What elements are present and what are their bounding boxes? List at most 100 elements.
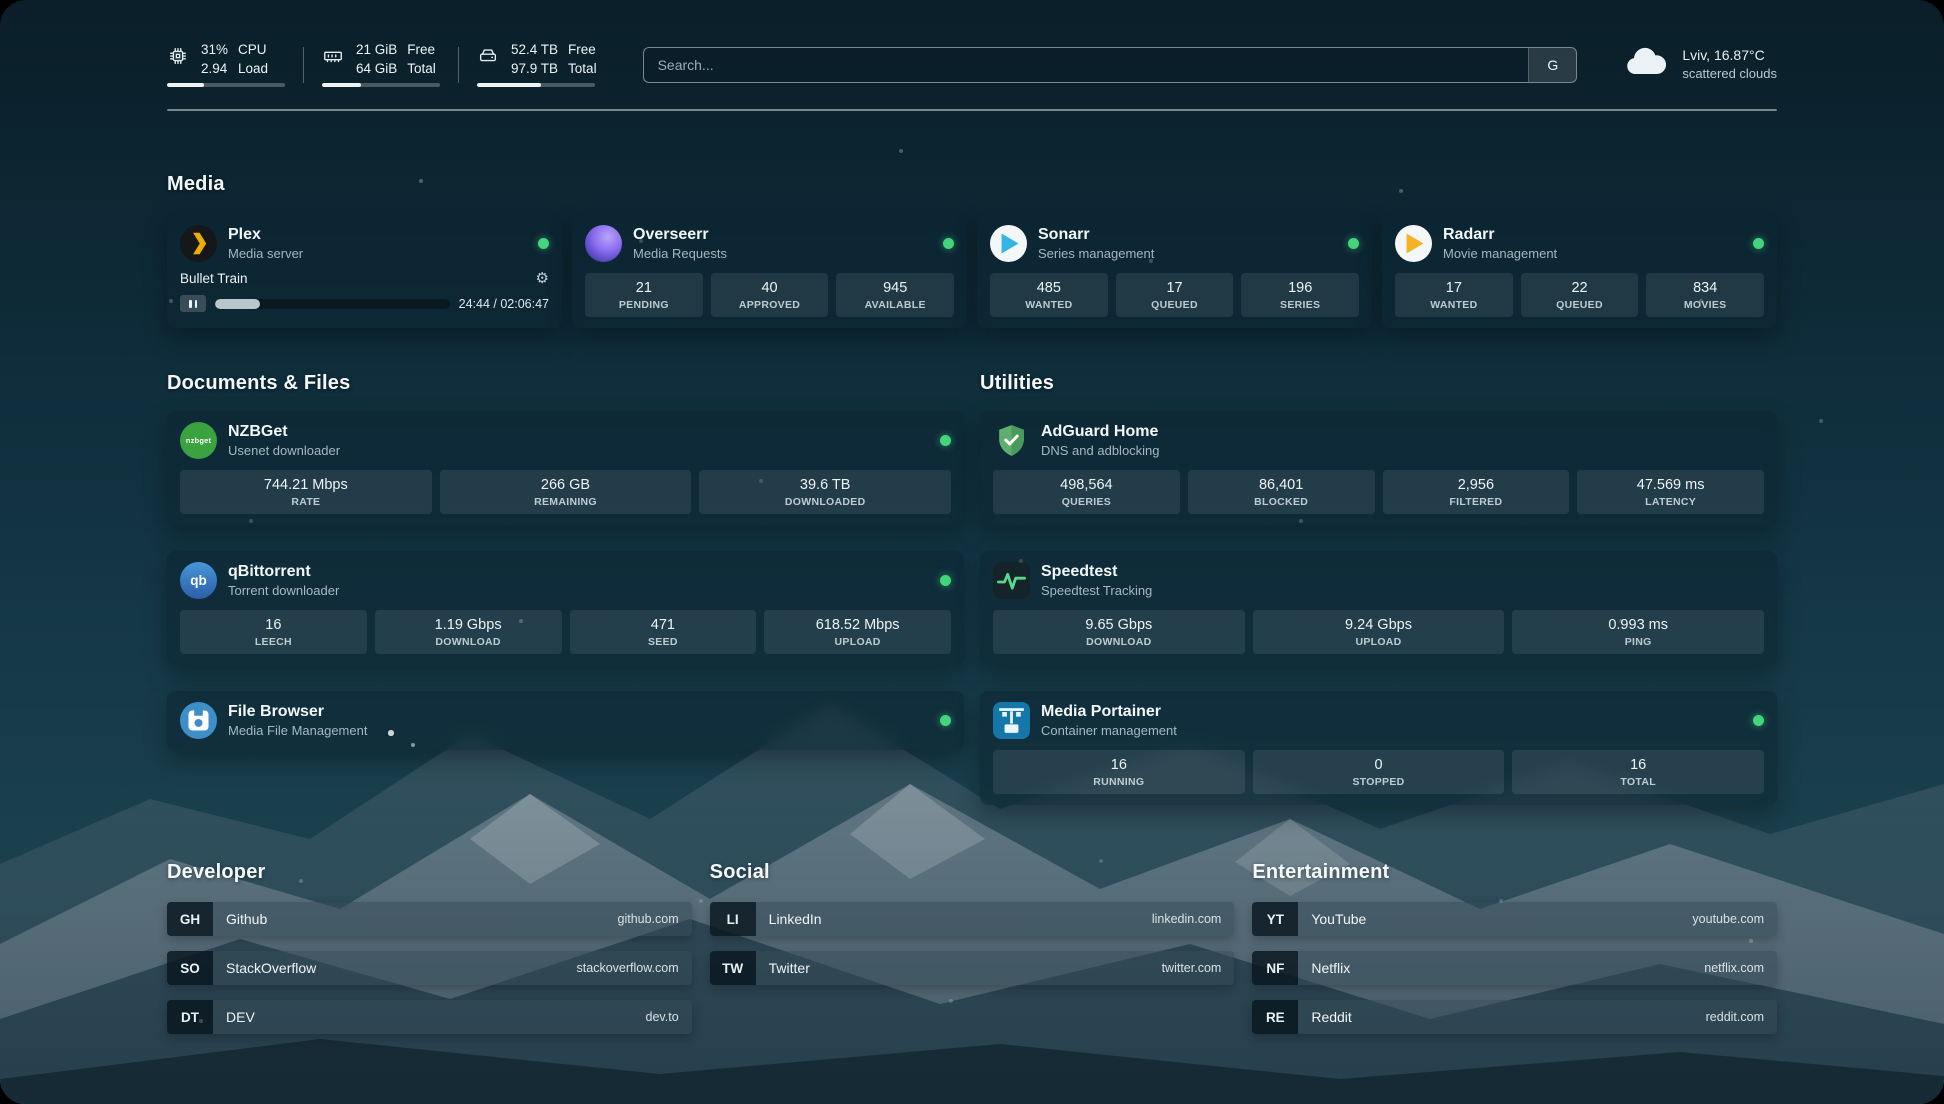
link-stackoverflow[interactable]: SO StackOverflow stackoverflow.com	[167, 951, 692, 986]
adguard-header[interactable]: AdGuard Home DNS and adblocking	[993, 422, 1764, 459]
memory-values: 21 GiB 64 GiB	[356, 42, 397, 77]
link-name: DEV	[226, 1009, 255, 1026]
disk-metric: 52.4 TB 97.9 TB Free Total	[477, 42, 597, 88]
stat-box: 1.19 Gbps DOWNLOAD	[374, 610, 562, 655]
link-url: netflix.com	[1704, 961, 1764, 976]
link-url: github.com	[617, 912, 679, 927]
stat-box: 945 AVAILABLE	[836, 273, 955, 318]
now-playing-title: Bullet Train	[180, 271, 248, 287]
qbittorrent-header[interactable]: qb qBittorrent Torrent downloader	[180, 562, 951, 600]
nzbget-card: nzbget NZBGet Usenet downloader 744.21 M…	[167, 411, 964, 526]
cpu-progress-bar	[167, 83, 285, 88]
status-dot	[940, 575, 951, 587]
link-twitter[interactable]: TW Twitter twitter.com	[709, 951, 1235, 986]
stat-box: 485 WANTED	[990, 273, 1108, 318]
weather-widget: Lviv, 16.87°C scattered clouds	[1623, 46, 1777, 83]
status-dot	[1348, 238, 1359, 250]
media-grid: Plex Media server Bullet Train ⚙ 24:44 /…	[167, 214, 1777, 329]
stat-box: 16 TOTAL	[1512, 750, 1765, 795]
search-provider-button[interactable]: G	[1528, 47, 1577, 82]
memory-icon	[322, 42, 346, 77]
disk-total: 97.9 TB	[511, 61, 559, 77]
link-url: stackoverflow.com	[576, 961, 679, 976]
stat-box: 2,956 FILTERED	[1382, 470, 1570, 515]
link-reddit[interactable]: RE Reddit reddit.com	[1252, 1000, 1777, 1035]
entertainment-links-column: Entertainment YT YouTube youtube.com NF …	[1252, 861, 1777, 1035]
link-name: Netflix	[1311, 960, 1351, 977]
stat-box: 40 APPROVED	[710, 273, 829, 318]
speedtest-header[interactable]: Speedtest Speedtest Tracking	[993, 562, 1764, 600]
developer-links-column: Developer GH Github github.com SO StackO…	[167, 861, 692, 1035]
radarr-header[interactable]: Radarr Movie management	[1395, 225, 1764, 263]
gear-icon[interactable]: ⚙	[535, 270, 549, 288]
stat-box: 618.52 Mbps UPLOAD	[764, 610, 951, 655]
adguard-shield-icon	[993, 422, 1030, 459]
app-name: Speedtest	[1041, 563, 1118, 581]
sonarr-header[interactable]: Sonarr Series management	[990, 225, 1359, 263]
link-abbr: YT	[1252, 902, 1299, 937]
section-title-media: Media	[167, 173, 225, 196]
playback-progress-bar[interactable]	[215, 298, 450, 309]
section-title-developer: Developer	[167, 861, 266, 884]
app-subtitle: Movie management	[1443, 246, 1558, 262]
link-url: linkedin.com	[1151, 912, 1222, 927]
app-name: NZBGet	[228, 423, 288, 441]
stat-box: 17 WANTED	[1395, 273, 1513, 318]
link-body: Github github.com	[213, 902, 692, 937]
portainer-icon	[993, 702, 1030, 740]
nzbget-header[interactable]: nzbget NZBGet Usenet downloader	[180, 422, 951, 460]
stat-box: 0 STOPPED	[1252, 750, 1505, 795]
link-abbr: NF	[1252, 951, 1299, 986]
topbar-separator	[303, 46, 304, 83]
link-linkedin[interactable]: LI LinkedIn linkedin.com	[709, 902, 1235, 937]
link-name: Reddit	[1311, 1009, 1352, 1026]
link-abbr: DT	[167, 1000, 213, 1035]
link-abbr: SO	[167, 951, 213, 986]
overseerr-header[interactable]: Overseerr Media Requests	[585, 225, 954, 263]
nzbget-icon: nzbget	[180, 422, 217, 460]
stat-box: 22 QUEUED	[1520, 273, 1639, 318]
topbar-separator	[458, 46, 459, 83]
link-name: YouTube	[1311, 911, 1367, 928]
filebrowser-header[interactable]: File Browser Media File Management	[180, 702, 951, 740]
cpu-icon	[167, 42, 191, 77]
app-subtitle: Series management	[1038, 246, 1155, 262]
section-title-social: Social	[709, 861, 770, 884]
social-links-column: Social LI LinkedIn linkedin.com TW Twitt…	[709, 861, 1235, 1034]
plex-icon	[180, 225, 217, 263]
disk-free: 52.4 TB	[511, 42, 559, 57]
search-input[interactable]	[643, 47, 1529, 82]
link-github[interactable]: GH Github github.com	[167, 902, 692, 937]
memory-labels: Free Total	[407, 42, 436, 77]
app-subtitle: Container management	[1041, 723, 1177, 739]
cpu-percent: 31%	[201, 42, 229, 57]
stat-box: 266 GB REMAINING	[439, 470, 692, 515]
top-bar: 31% 2.94 CPU Load 21 Gi	[167, 42, 1777, 88]
cpu-load: 2.94	[201, 61, 228, 77]
disk-values: 52.4 TB 97.9 TB	[511, 42, 558, 77]
link-name: Twitter	[768, 960, 810, 977]
speedtest-icon	[993, 562, 1030, 600]
link-youtube[interactable]: YT YouTube youtube.com	[1252, 902, 1777, 937]
stat-box: 9.24 Gbps UPLOAD	[1252, 610, 1505, 655]
utilities-column: Utilities	[980, 372, 1777, 806]
app-subtitle: Media File Management	[228, 723, 368, 739]
link-netflix[interactable]: NF Netflix netflix.com	[1252, 951, 1777, 986]
stat-box: 498,564 QUERIES	[993, 470, 1180, 515]
link-url: reddit.com	[1705, 1010, 1764, 1025]
link-body: LinkedIn linkedin.com	[755, 902, 1235, 937]
status-dot	[1753, 715, 1764, 727]
memory-metric: 21 GiB 64 GiB Free Total	[322, 42, 440, 88]
plex-header[interactable]: Plex Media server	[180, 225, 549, 263]
stat-box: 16 LEECH	[180, 610, 367, 655]
cpu-labels: CPU Load	[238, 42, 269, 77]
portainer-header[interactable]: Media Portainer Container management	[993, 702, 1764, 740]
app-name: qBittorrent	[228, 563, 311, 581]
search-bar: G	[642, 46, 1578, 83]
app-subtitle: Speedtest Tracking	[1041, 583, 1153, 599]
disk-icon	[477, 42, 501, 77]
status-dot	[940, 435, 951, 447]
pause-button[interactable]	[180, 295, 206, 313]
link-dev[interactable]: DT DEV dev.to	[167, 1000, 692, 1035]
